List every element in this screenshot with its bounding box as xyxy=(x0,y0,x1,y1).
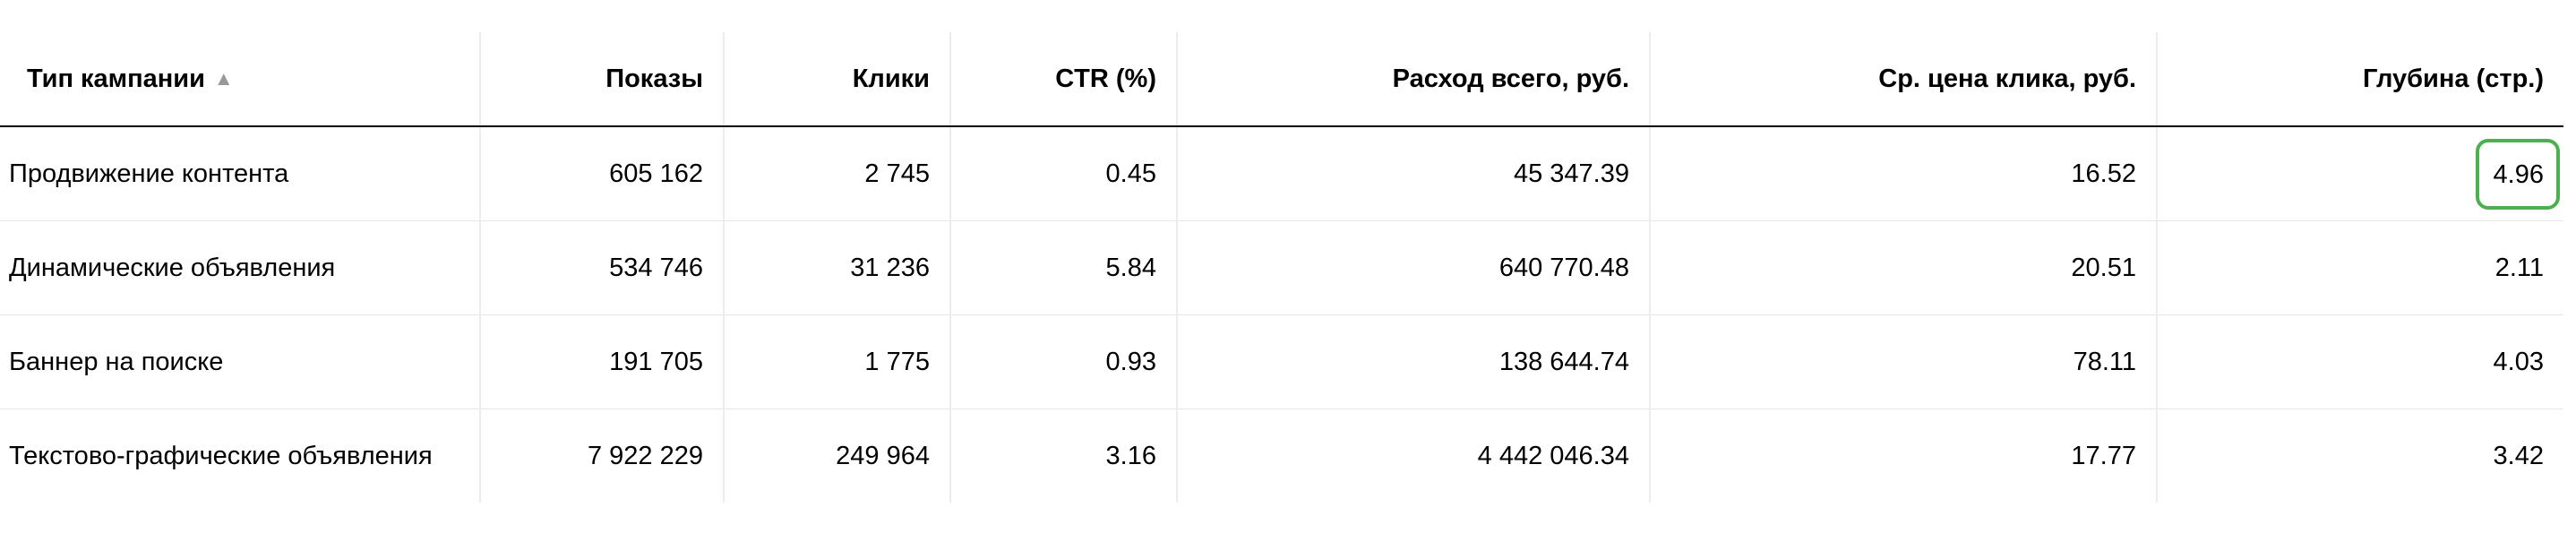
cell-ctr: 3.16 xyxy=(949,408,1177,503)
column-header-label: CTR (%) xyxy=(1055,64,1156,93)
column-header-label: Показы xyxy=(605,64,703,93)
cell-avg-cpc: 20.51 xyxy=(1649,220,2157,315)
cell-clicks: 1 775 xyxy=(723,314,950,409)
column-header-label: Ср. цена клика, руб. xyxy=(1878,64,2136,93)
cell-avg-cpc: 78.11 xyxy=(1649,314,2157,409)
cell-clicks: 2 745 xyxy=(723,126,950,221)
cell-ctr: 5.84 xyxy=(949,220,1177,315)
triangle-up-icon[interactable]: ▲ xyxy=(213,66,234,90)
cell-impressions: 605 162 xyxy=(479,126,724,221)
cell-clicks: 249 964 xyxy=(723,408,950,503)
campaign-stats-table-wrapper: Тип кампании ▲ Показы Клики CTR (%) Расхо… xyxy=(0,32,2563,509)
column-header-label: Клики xyxy=(852,64,930,93)
column-header-label: Тип кампании xyxy=(27,64,205,93)
cell-depth: 3.42 xyxy=(2156,408,2563,503)
cell-total-spend: 4 442 046.34 xyxy=(1176,408,1650,503)
cell-campaign-type: Баннер на поиске xyxy=(0,314,480,409)
cell-impressions: 7 922 229 xyxy=(479,408,724,503)
cell-campaign-type: Текстово-графические объявления xyxy=(9,441,433,470)
table-header-row: Тип кампании ▲ Показы Клики CTR (%) Расхо… xyxy=(0,32,2563,127)
column-header-clicks[interactable]: Клики xyxy=(723,32,950,127)
table-row: Продвижение контента 605 162 2 745 0.45 … xyxy=(0,126,2563,221)
cell-campaign-type: Динамические объявления xyxy=(0,220,480,315)
table-row: Баннер на поиске 191 705 1 775 0.93 138 … xyxy=(0,314,2563,409)
cell-total-spend: 138 644.74 xyxy=(1176,314,1650,409)
cell-campaign-type: Продвижение контента xyxy=(0,126,480,221)
cell-total-spend: 45 347.39 xyxy=(1176,126,1650,221)
cell-depth: 2.11 xyxy=(2156,220,2563,315)
table-row: Динамические объявления 534 746 31 236 5… xyxy=(0,220,2563,315)
column-header-campaign-type[interactable]: Тип кампании ▲ xyxy=(0,32,480,127)
cell-ctr: 0.93 xyxy=(949,314,1177,409)
column-header-total-spend[interactable]: Расход всего, руб. xyxy=(1176,32,1650,127)
column-header-avg-cpc[interactable]: Ср. цена клика, руб. xyxy=(1649,32,2157,127)
cell-avg-cpc: 16.52 xyxy=(1649,126,2157,221)
column-header-impressions[interactable]: Показы xyxy=(479,32,724,127)
cell-clicks: 31 236 xyxy=(723,220,950,315)
cell-impressions: 191 705 xyxy=(479,314,724,409)
cell-total-spend: 640 770.48 xyxy=(1176,220,1650,315)
cell-depth: 4.03 xyxy=(2156,314,2563,409)
column-header-ctr[interactable]: CTR (%) xyxy=(949,32,1177,127)
cell-depth: 4.96 xyxy=(2156,126,2563,221)
cell-avg-cpc: 17.77 xyxy=(1649,408,2157,503)
cell-ctr: 0.45 xyxy=(949,126,1177,221)
column-header-depth[interactable]: Глубина (стр.) xyxy=(2156,32,2563,127)
column-header-label: Расход всего, руб. xyxy=(1392,64,1629,93)
cell-impressions: 534 746 xyxy=(479,220,724,315)
campaign-stats-table: Тип кампании ▲ Показы Клики CTR (%) Расхо… xyxy=(0,32,2563,503)
table-row: Текстово-графические объявления 7 922 22… xyxy=(0,408,2563,503)
highlighted-value: 4.96 xyxy=(2475,138,2560,210)
column-header-label: Глубина (стр.) xyxy=(2362,64,2544,93)
